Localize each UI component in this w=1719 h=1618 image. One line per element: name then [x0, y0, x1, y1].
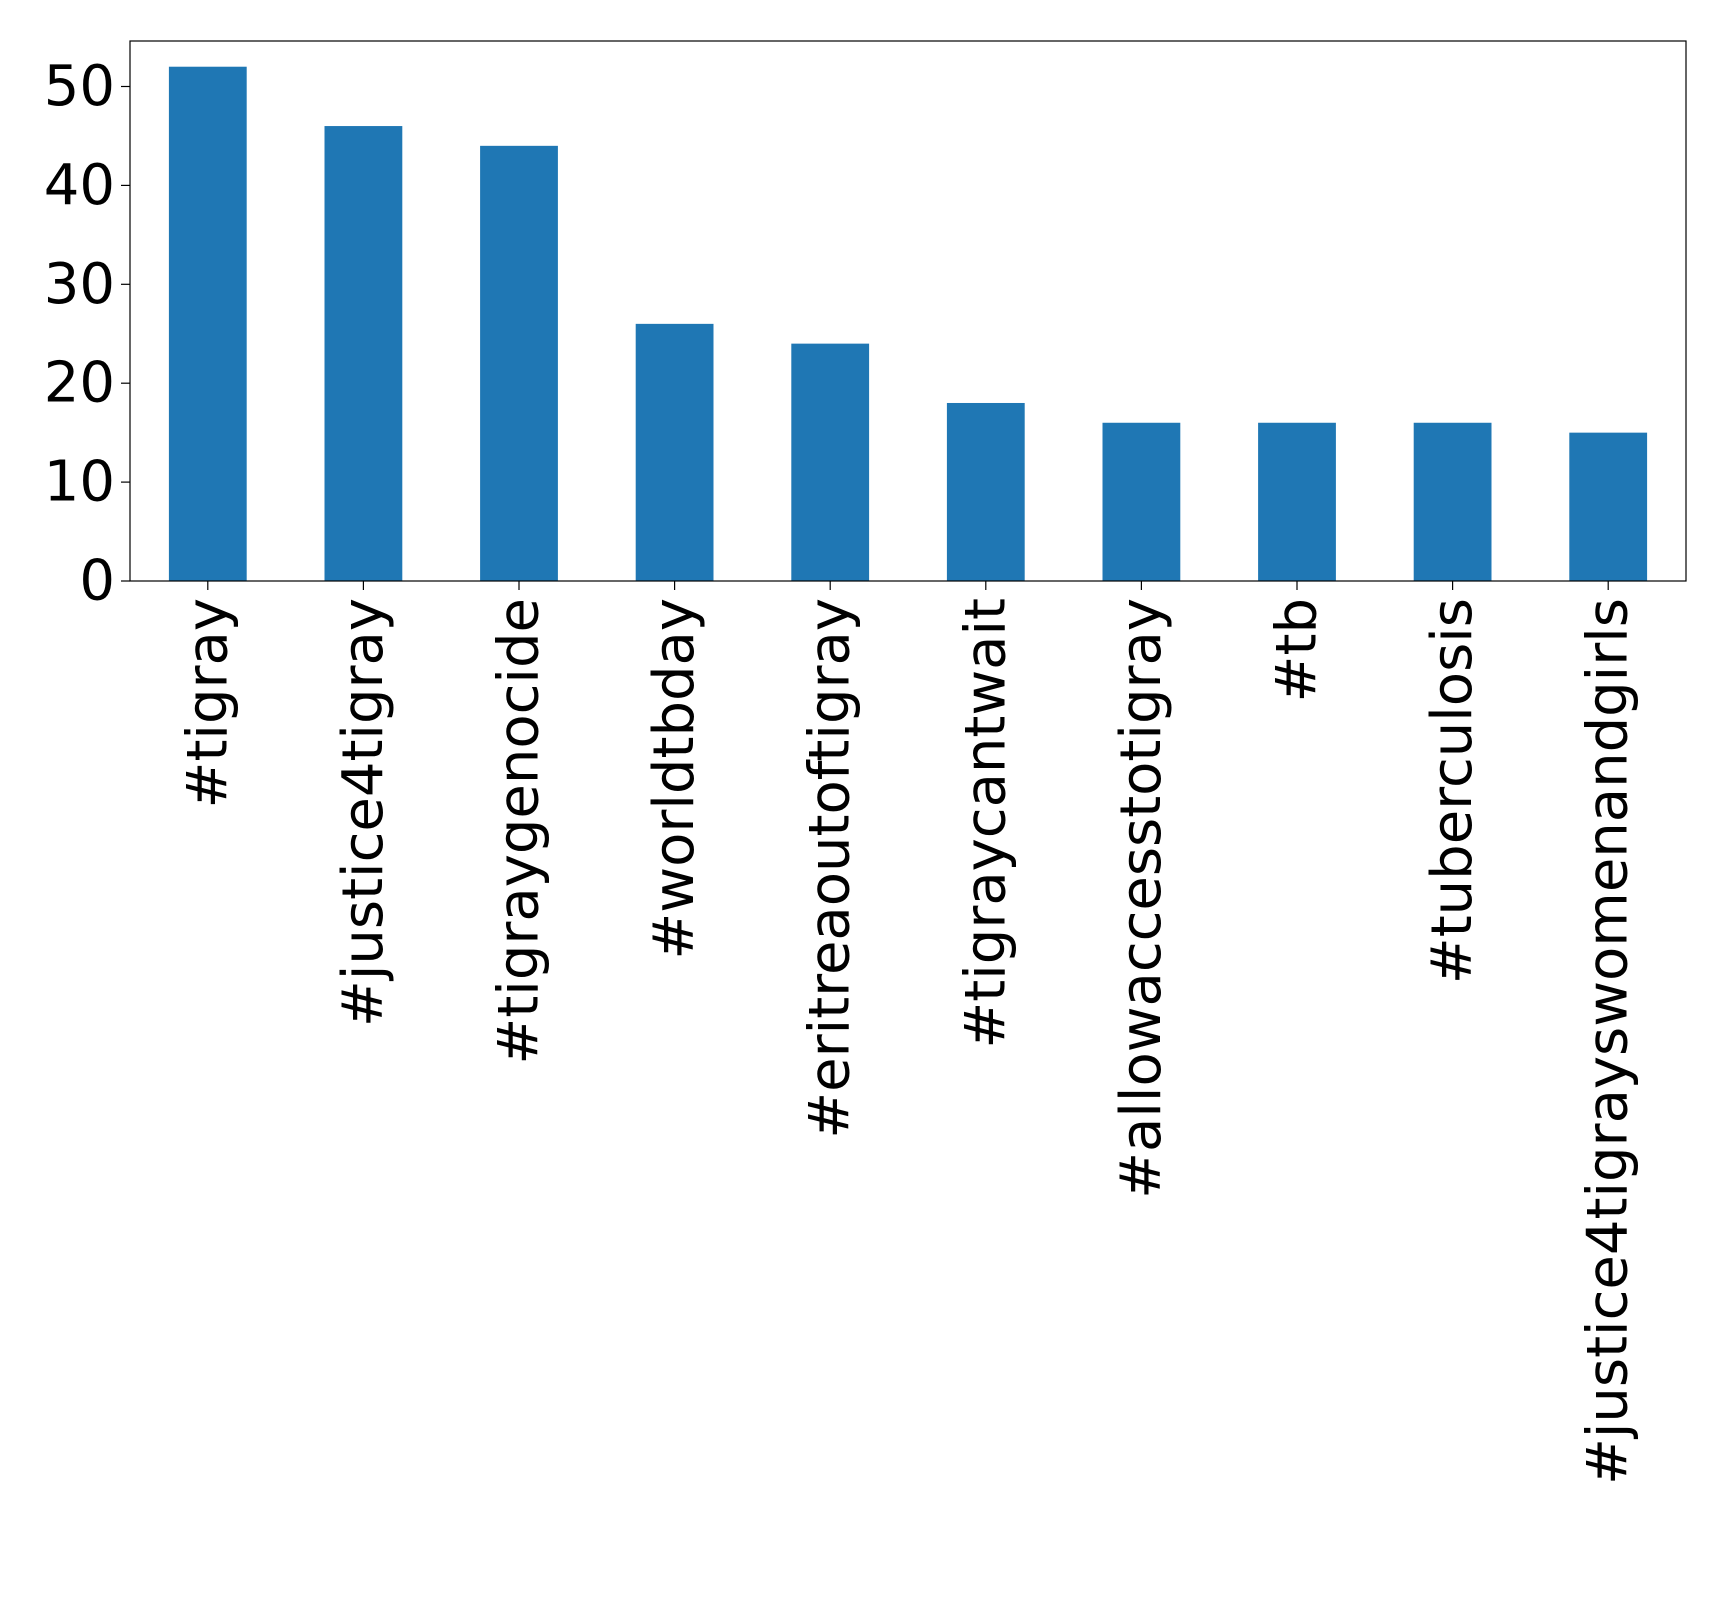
- x-axis-ticks: #tigray #justice4tigray #tigraygenocide #wo…: [175, 581, 1641, 1485]
- axes-layer: [129, 40, 1687, 582]
- bar: [946, 402, 1025, 581]
- bar: [1413, 422, 1492, 581]
- x-tick-label: #tb: [1265, 598, 1330, 702]
- bar: [480, 145, 558, 582]
- x-tick-label: #tuberculosis: [1420, 598, 1485, 984]
- y-axis-ticks: 0 10 20 30 40 50: [44, 54, 130, 614]
- plot-frame: [129, 40, 1687, 582]
- y-tick-label: 50: [44, 54, 115, 119]
- x-tick-label: #eritreaoutoftigray: [798, 598, 863, 1139]
- y-tick-label: 40: [44, 153, 115, 218]
- x-tick-label: #tigraycantwait: [953, 598, 1018, 1049]
- x-tick-label: #tigray: [175, 598, 240, 808]
- bar: [635, 323, 714, 581]
- x-tick-label: #worldtbday: [642, 598, 707, 960]
- x-tick-label: #allowaccesstotigray: [1109, 598, 1174, 1199]
- x-tick-label: #justice4tigray: [331, 598, 396, 1027]
- bar: [791, 343, 870, 581]
- y-tick-label: 30: [44, 252, 115, 317]
- bars-layer: [168, 66, 1648, 582]
- y-tick-label: 20: [44, 351, 115, 416]
- bar: [168, 66, 247, 581]
- y-tick-label: 10: [44, 450, 115, 515]
- y-tick-label: 0: [79, 549, 115, 614]
- x-tick-label: #tigraygenocide: [487, 598, 552, 1065]
- bar: [1102, 422, 1181, 581]
- bar: [324, 126, 403, 582]
- bar: [1569, 432, 1648, 581]
- bar: [1258, 422, 1336, 581]
- x-tick-label: #justice4tigrayswomenandgirls: [1576, 598, 1641, 1485]
